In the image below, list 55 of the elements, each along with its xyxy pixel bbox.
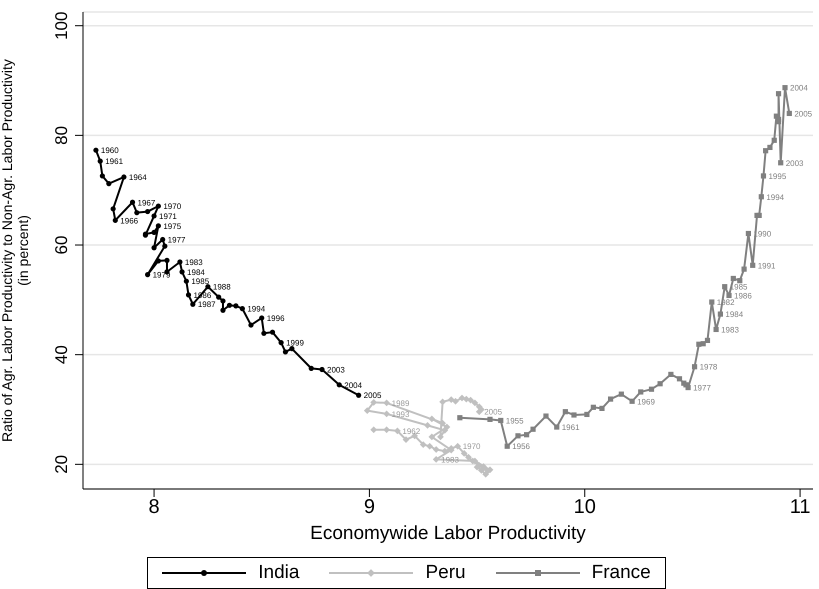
annotation: 1984 — [187, 268, 206, 277]
annotation: 1967 — [138, 198, 156, 208]
annotation: 1988 — [212, 282, 232, 292]
y-tick-label: 100 — [52, 12, 71, 40]
annotation: 1977 — [693, 384, 712, 393]
annotation: 1983 — [441, 455, 460, 464]
annotation: 1986 — [734, 291, 752, 300]
y-tick-label: 60 — [52, 236, 71, 254]
legend-label: France — [592, 562, 651, 584]
annotation: 1995 — [768, 172, 787, 181]
y-tick-label: 20 — [52, 454, 71, 474]
annotation: 1961 — [105, 157, 124, 166]
annotation: 1956 — [512, 442, 531, 452]
annotation: 1960 — [100, 146, 120, 156]
y-tick-label: 80 — [52, 126, 71, 145]
annotation: 1969 — [637, 397, 656, 406]
annotation: 2005 — [484, 408, 503, 417]
annotation: 1955 — [506, 416, 524, 426]
annotation: 1962 — [402, 426, 421, 436]
x-tick-label: 10 — [574, 496, 596, 518]
annotation: 1989 — [392, 398, 410, 408]
x-tick-label: 9 — [364, 496, 375, 518]
annotation: 1971 — [159, 212, 178, 221]
annotation: 1978 — [700, 362, 718, 372]
annotation: 1984 — [725, 310, 744, 320]
annotation: 2003 — [786, 158, 804, 168]
annotation: 1983 — [721, 325, 740, 334]
annotation: 1977 — [168, 236, 186, 245]
annotation: 1991 — [758, 261, 776, 270]
annotation: 1970 — [163, 202, 182, 212]
annotation: 2003 — [327, 365, 346, 374]
y-axis-title: Ratio of Agr. Labor Productivity to Non-Agr. Labor Productivity (in percent) — [0, 59, 31, 442]
annotation: 2004 — [344, 380, 363, 390]
annotation: 1983 — [184, 258, 204, 268]
legend-label: Peru — [425, 562, 466, 584]
annotation: 2004 — [790, 84, 808, 93]
y-tick-label: 40 — [52, 345, 71, 364]
x-axis-title: Economywide Labor Productivity — [310, 523, 586, 544]
annotation: 1975 — [163, 222, 182, 231]
x-tick-label: 8 — [148, 496, 160, 518]
annotation: 1999 — [286, 338, 304, 348]
annotation: 1996 — [266, 314, 286, 323]
annotation: 1966 — [120, 216, 139, 226]
x-tick-label: 11 — [790, 496, 810, 518]
annotation: 2005 — [794, 109, 813, 118]
legend-label: India — [258, 562, 300, 584]
annotation: 1985 — [191, 277, 210, 286]
annotation: 1961 — [562, 423, 580, 432]
annotation: 1993 — [392, 410, 410, 419]
annotation: 2005 — [364, 391, 382, 400]
annotation: 1964 — [128, 173, 148, 182]
annotation: 1994 — [766, 192, 785, 202]
annotation: 1987 — [198, 300, 216, 310]
annotation: 1970 — [462, 442, 482, 452]
annotation: 1994 — [247, 304, 266, 314]
